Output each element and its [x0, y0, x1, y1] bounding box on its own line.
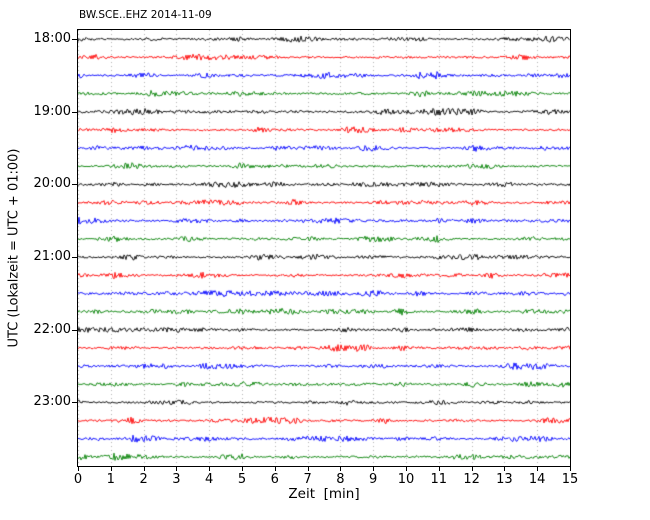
y-tick-mark	[72, 330, 77, 331]
y-tick-mark	[72, 112, 77, 113]
x-tick-mark	[439, 467, 440, 471]
x-tick-mark	[176, 467, 177, 471]
x-tick-mark	[111, 467, 112, 471]
y-tick-mark	[72, 257, 77, 258]
y-tick-label: 23:00	[33, 394, 71, 410]
x-tick-label: 0	[73, 472, 83, 487]
x-axis-label: Zeit [min]	[288, 486, 360, 502]
x-tick-mark	[504, 467, 505, 471]
x-tick-label: 3	[172, 472, 181, 487]
x-tick-mark	[209, 467, 210, 471]
y-tick-label: 22:00	[33, 321, 71, 337]
x-tick-mark	[340, 467, 341, 471]
x-tick-label: 1	[106, 472, 115, 487]
x-tick-mark	[570, 467, 571, 471]
x-tick-label: 7	[303, 472, 312, 487]
x-tick-mark	[373, 467, 374, 471]
x-tick-label: 8	[336, 472, 345, 487]
y-tick-label: 19:00	[33, 103, 71, 119]
x-tick-label: 2	[139, 472, 148, 487]
x-tick-mark	[406, 467, 407, 471]
y-tick-mark	[72, 39, 77, 40]
x-tick-mark	[78, 467, 79, 471]
chart-title: BW.SCE..EHZ 2014-11-09	[79, 9, 212, 21]
x-tick-mark	[537, 467, 538, 471]
x-tick-label: 15	[561, 472, 579, 487]
x-tick-label: 5	[237, 472, 247, 487]
x-tick-mark	[275, 467, 276, 471]
plot-area	[77, 29, 571, 467]
seismogram-canvas	[78, 30, 570, 466]
y-axis-label: UTC (Lokalzeit = UTC + 01:00)	[6, 148, 22, 348]
x-tick-label: 6	[270, 472, 279, 487]
y-tick-label: 21:00	[33, 249, 71, 265]
y-tick-mark	[72, 184, 77, 185]
x-tick-mark	[308, 467, 309, 471]
x-tick-mark	[144, 467, 145, 471]
x-tick-label: 4	[205, 472, 214, 487]
x-tick-label: 14	[528, 472, 546, 487]
x-tick-label: 11	[430, 472, 448, 487]
x-tick-label: 12	[463, 472, 480, 487]
x-tick-label: 10	[397, 472, 415, 487]
y-tick-label: 18:00	[33, 31, 71, 47]
x-tick-mark	[242, 467, 243, 471]
x-tick-label: 13	[496, 472, 513, 487]
y-tick-label: 20:00	[33, 176, 71, 192]
y-tick-mark	[72, 402, 77, 403]
x-tick-mark	[472, 467, 473, 471]
x-tick-label: 9	[369, 472, 378, 487]
